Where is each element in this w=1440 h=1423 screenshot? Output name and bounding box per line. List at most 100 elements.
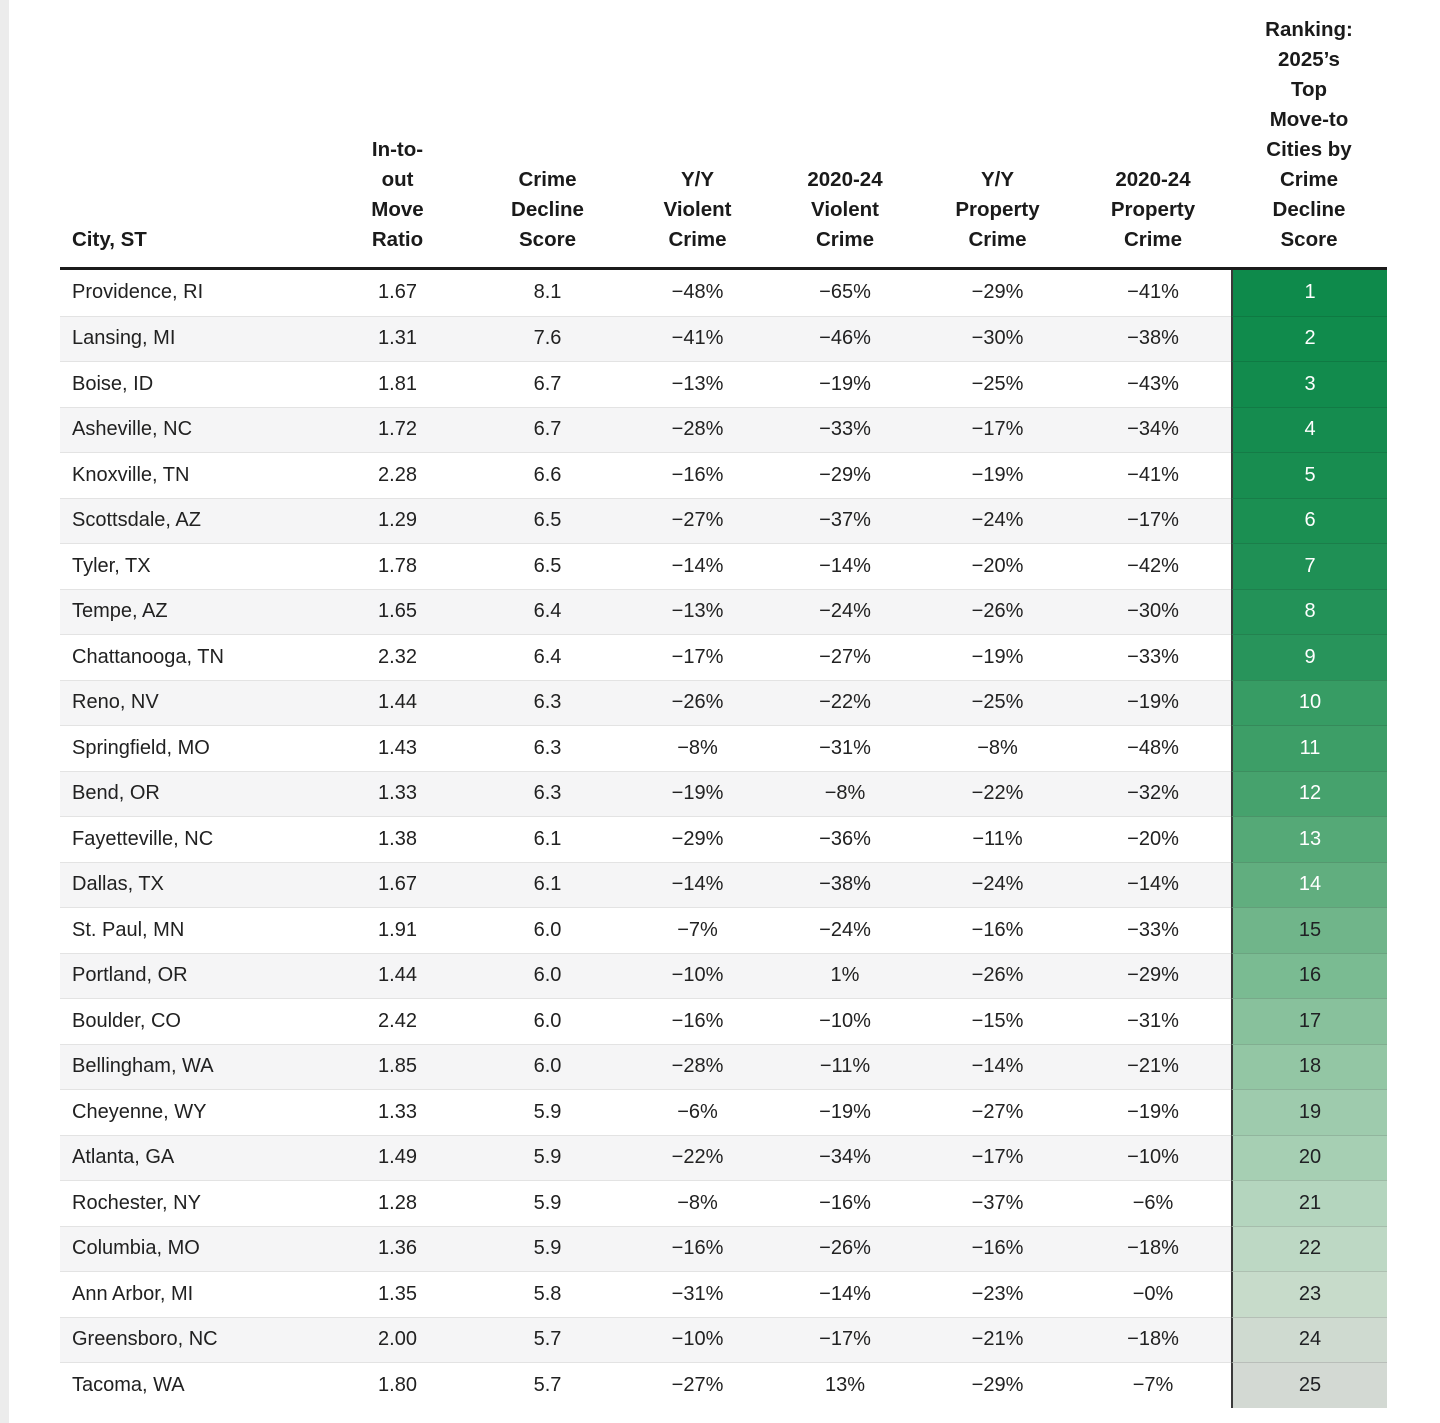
violent-crime-2020-24-cell: −10% bbox=[770, 998, 920, 1044]
property-crime-2020-24-cell: −20% bbox=[1075, 816, 1231, 862]
table-row: Rochester, NY 1.28 5.9 −8% −16% −37% −6%… bbox=[60, 1180, 1387, 1226]
violent-crime-2020-24-cell: −31% bbox=[770, 725, 920, 771]
city-cell: Reno, NV bbox=[60, 679, 325, 725]
move-ratio-cell: 1.85 bbox=[325, 1043, 470, 1089]
city-cell: Providence, RI bbox=[60, 270, 325, 316]
rank-cell: 2 bbox=[1231, 315, 1387, 361]
property-crime-2020-24-cell: −38% bbox=[1075, 315, 1231, 361]
move-ratio-cell: 1.44 bbox=[325, 679, 470, 725]
violent-crime-2020-24-cell: −14% bbox=[770, 543, 920, 589]
move-ratio-cell: 1.72 bbox=[325, 406, 470, 452]
rank-cell: 14 bbox=[1231, 861, 1387, 907]
rank-cell: 1 bbox=[1231, 270, 1387, 316]
yy-property-crime-cell: −29% bbox=[920, 270, 1075, 316]
violent-crime-2020-24-cell: −65% bbox=[770, 270, 920, 316]
move-ratio-cell: 1.65 bbox=[325, 588, 470, 634]
city-cell: Atlanta, GA bbox=[60, 1134, 325, 1180]
yy-violent-crime-cell: −10% bbox=[625, 952, 770, 998]
crime-decline-score-cell: 6.1 bbox=[470, 816, 625, 862]
crime-decline-table: City, ST In-to- out Move Ratio Crime Dec… bbox=[60, 0, 1387, 1408]
city-cell: Lansing, MI bbox=[60, 315, 325, 361]
yy-violent-crime-cell: −22% bbox=[625, 1134, 770, 1180]
yy-property-crime-cell: −24% bbox=[920, 861, 1075, 907]
move-ratio-cell: 1.80 bbox=[325, 1362, 470, 1408]
table-row: Boise, ID 1.81 6.7 −13% −19% −25% −43% 3 bbox=[60, 361, 1387, 407]
move-ratio-cell: 1.67 bbox=[325, 861, 470, 907]
crime-decline-score-cell: 6.4 bbox=[470, 634, 625, 680]
violent-crime-2020-24-cell: −29% bbox=[770, 452, 920, 498]
yy-property-crime-cell: −14% bbox=[920, 1043, 1075, 1089]
property-crime-2020-24-cell: −48% bbox=[1075, 725, 1231, 771]
yy-violent-crime-cell: −13% bbox=[625, 361, 770, 407]
rank-cell: 4 bbox=[1231, 406, 1387, 452]
table-row: Columbia, MO 1.36 5.9 −16% −26% −16% −18… bbox=[60, 1225, 1387, 1271]
yy-violent-crime-cell: −16% bbox=[625, 452, 770, 498]
rank-cell: 17 bbox=[1231, 998, 1387, 1044]
crime-decline-score-cell: 6.1 bbox=[470, 861, 625, 907]
table-row: Tacoma, WA 1.80 5.7 −27% 13% −29% −7% 25 bbox=[60, 1362, 1387, 1408]
crime-decline-score-cell: 6.5 bbox=[470, 543, 625, 589]
city-cell: Boulder, CO bbox=[60, 998, 325, 1044]
table-row: Chattanooga, TN 2.32 6.4 −17% −27% −19% … bbox=[60, 634, 1387, 680]
violent-crime-2020-24-cell: −38% bbox=[770, 861, 920, 907]
yy-violent-crime-cell: −8% bbox=[625, 725, 770, 771]
page-edge-strip bbox=[0, 0, 9, 1423]
yy-violent-crime-cell: −31% bbox=[625, 1271, 770, 1317]
violent-crime-2020-24-cell: −16% bbox=[770, 1180, 920, 1226]
crime-decline-score-cell: 5.9 bbox=[470, 1089, 625, 1135]
yy-violent-crime-cell: −29% bbox=[625, 816, 770, 862]
yy-violent-crime-cell: −14% bbox=[625, 543, 770, 589]
city-cell: Scottsdale, AZ bbox=[60, 497, 325, 543]
rank-cell: 3 bbox=[1231, 361, 1387, 407]
yy-violent-crime-cell: −13% bbox=[625, 588, 770, 634]
yy-violent-crime-cell: −16% bbox=[625, 1225, 770, 1271]
move-ratio-cell: 1.36 bbox=[325, 1225, 470, 1271]
city-cell: Bellingham, WA bbox=[60, 1043, 325, 1089]
table-row: Fayetteville, NC 1.38 6.1 −29% −36% −11%… bbox=[60, 816, 1387, 862]
yy-property-crime-cell: −27% bbox=[920, 1089, 1075, 1135]
table-row: Atlanta, GA 1.49 5.9 −22% −34% −17% −10%… bbox=[60, 1134, 1387, 1180]
property-crime-2020-24-cell: −10% bbox=[1075, 1134, 1231, 1180]
table-row: Asheville, NC 1.72 6.7 −28% −33% −17% −3… bbox=[60, 406, 1387, 452]
crime-decline-score-cell: 6.6 bbox=[470, 452, 625, 498]
table-row: Knoxville, TN 2.28 6.6 −16% −29% −19% −4… bbox=[60, 452, 1387, 498]
column-header-move-ratio: In-to- out Move Ratio bbox=[371, 138, 424, 251]
crime-decline-score-cell: 5.7 bbox=[470, 1362, 625, 1408]
table-row: Cheyenne, WY 1.33 5.9 −6% −19% −27% −19%… bbox=[60, 1089, 1387, 1135]
move-ratio-cell: 1.33 bbox=[325, 770, 470, 816]
crime-decline-score-cell: 6.7 bbox=[470, 361, 625, 407]
column-header-city: City, ST bbox=[72, 228, 147, 251]
city-cell: Knoxville, TN bbox=[60, 452, 325, 498]
table-row: St. Paul, MN 1.91 6.0 −7% −24% −16% −33%… bbox=[60, 907, 1387, 953]
yy-violent-crime-cell: −28% bbox=[625, 406, 770, 452]
table-row: Scottsdale, AZ 1.29 6.5 −27% −37% −24% −… bbox=[60, 497, 1387, 543]
violent-crime-2020-24-cell: −17% bbox=[770, 1316, 920, 1362]
yy-property-crime-cell: −21% bbox=[920, 1316, 1075, 1362]
move-ratio-cell: 2.42 bbox=[325, 998, 470, 1044]
rank-cell: 13 bbox=[1231, 816, 1387, 862]
city-cell: Springfield, MO bbox=[60, 725, 325, 771]
table-row: Bend, OR 1.33 6.3 −19% −8% −22% −32% 12 bbox=[60, 770, 1387, 816]
crime-decline-score-cell: 7.6 bbox=[470, 315, 625, 361]
table-row: Dallas, TX 1.67 6.1 −14% −38% −24% −14% … bbox=[60, 861, 1387, 907]
yy-property-crime-cell: −37% bbox=[920, 1180, 1075, 1226]
yy-property-crime-cell: −15% bbox=[920, 998, 1075, 1044]
column-header-property-crime-2020-24: 2020-24 Property Crime bbox=[1110, 168, 1196, 251]
yy-property-crime-cell: −17% bbox=[920, 1134, 1075, 1180]
yy-property-crime-cell: −29% bbox=[920, 1362, 1075, 1408]
rank-cell: 19 bbox=[1231, 1089, 1387, 1135]
table-row: Boulder, CO 2.42 6.0 −16% −10% −15% −31%… bbox=[60, 998, 1387, 1044]
property-crime-2020-24-cell: −6% bbox=[1075, 1180, 1231, 1226]
property-crime-2020-24-cell: −18% bbox=[1075, 1316, 1231, 1362]
violent-crime-2020-24-cell: −8% bbox=[770, 770, 920, 816]
crime-decline-score-cell: 6.3 bbox=[470, 725, 625, 771]
crime-decline-score-cell: 6.0 bbox=[470, 907, 625, 953]
move-ratio-cell: 2.28 bbox=[325, 452, 470, 498]
city-cell: Tempe, AZ bbox=[60, 588, 325, 634]
crime-decline-score-cell: 5.9 bbox=[470, 1134, 625, 1180]
city-cell: Chattanooga, TN bbox=[60, 634, 325, 680]
city-cell: Rochester, NY bbox=[60, 1180, 325, 1226]
crime-decline-score-cell: 8.1 bbox=[470, 270, 625, 316]
yy-property-crime-cell: −8% bbox=[920, 725, 1075, 771]
city-cell: Tyler, TX bbox=[60, 543, 325, 589]
